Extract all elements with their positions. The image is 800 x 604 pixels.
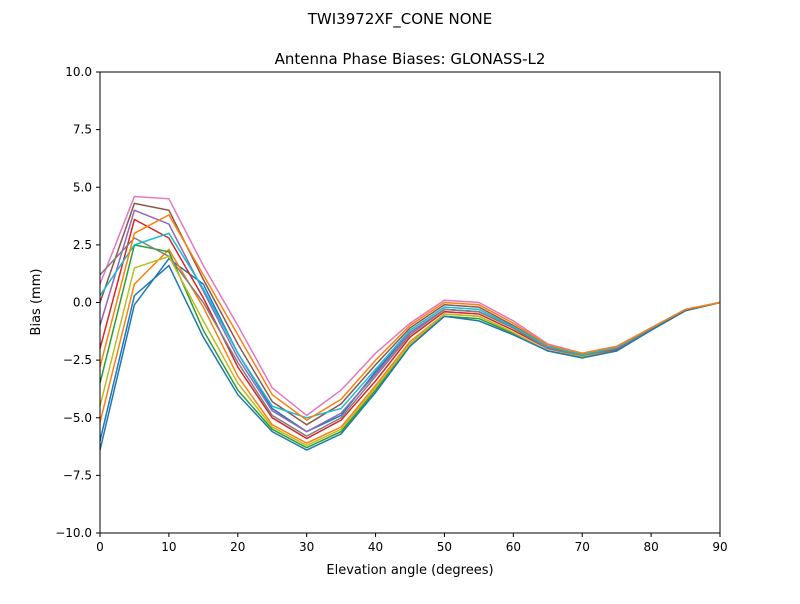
- series-line-11: [99, 264, 721, 451]
- y-tick-label: 5.0: [73, 180, 92, 194]
- series-line-9: [99, 255, 721, 447]
- x-tick-label: 90: [712, 540, 727, 554]
- x-tick-label: 60: [506, 540, 521, 554]
- x-tick-label: 50: [437, 540, 452, 554]
- y-axis-label: Bias (mm): [29, 269, 44, 336]
- x-tick-label: 10: [161, 540, 176, 554]
- x-tick-label: 0: [96, 540, 104, 554]
- series-line-10: [99, 232, 721, 419]
- chart-title: Antenna Phase Biases: GLONASS-L2: [275, 50, 546, 68]
- y-axis: −10.0 −7.5 −5.0 −2.5 0.0 2.5 5.0 7.5 10.0: [55, 65, 100, 540]
- series-line-4: [99, 218, 721, 440]
- y-tick-label: 0.0: [73, 296, 92, 310]
- y-tick-label: −10.0: [55, 526, 92, 540]
- series-lines: [99, 195, 721, 451]
- x-axis: 0 10 20 30 40 50 60 70 80 90: [96, 533, 728, 554]
- x-tick-label: 30: [299, 540, 314, 554]
- series-line-1: [99, 257, 721, 451]
- series-line-12: [99, 213, 721, 422]
- y-tick-label: 7.5: [73, 123, 92, 137]
- x-tick-label: 20: [230, 540, 245, 554]
- x-axis-label: Elevation angle (degrees): [326, 563, 493, 578]
- x-tick-label: 70: [575, 540, 590, 554]
- y-tick-label: −5.0: [63, 411, 92, 425]
- series-line-5: [99, 209, 721, 433]
- x-tick-label: 40: [368, 540, 383, 554]
- chart-suptitle: TWI3972XF_CONE NONE: [307, 10, 492, 29]
- x-tick-label: 80: [643, 540, 658, 554]
- y-tick-label: 2.5: [73, 238, 92, 252]
- y-tick-label: −7.5: [63, 468, 92, 482]
- y-tick-label: 10.0: [65, 65, 92, 79]
- y-tick-label: −2.5: [63, 353, 92, 367]
- series-line-8: [99, 237, 721, 438]
